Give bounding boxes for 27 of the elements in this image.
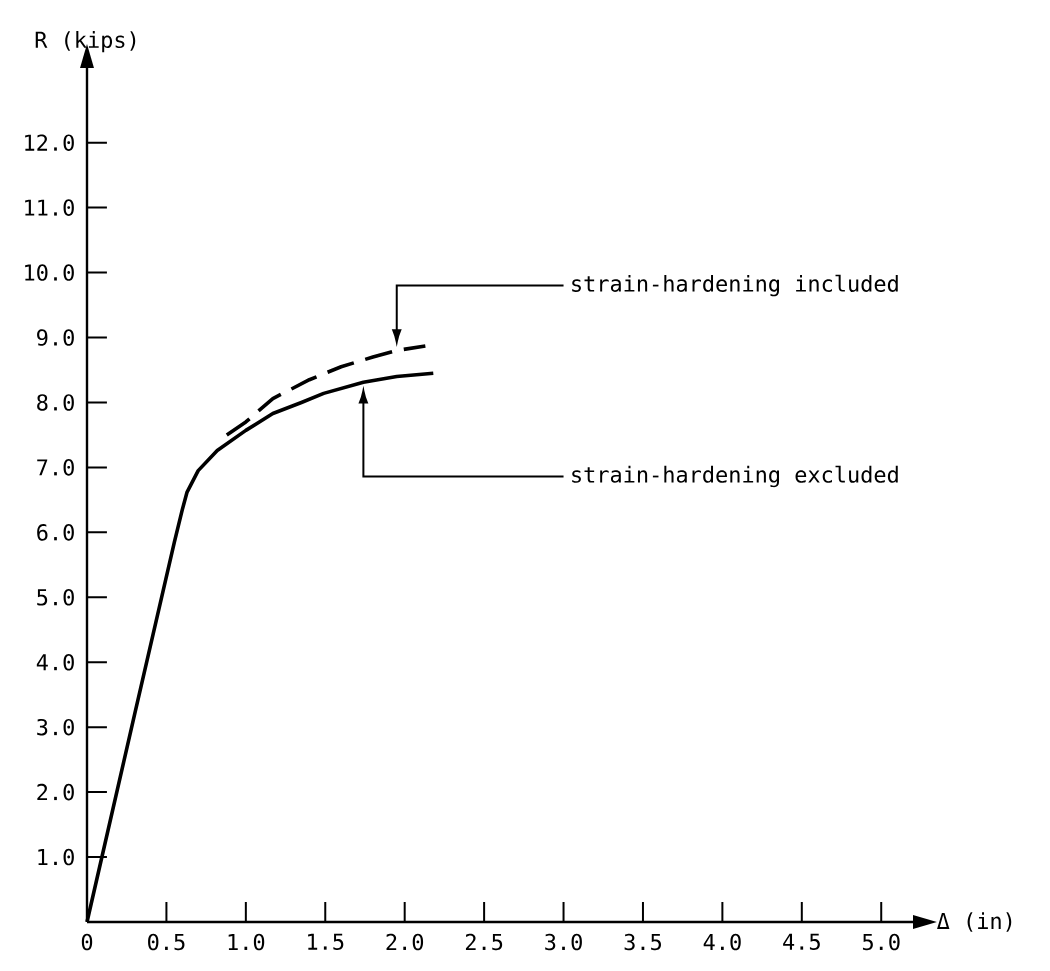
x-tick-label: 2.0 xyxy=(386,933,424,951)
y-tick-label: 2.0 xyxy=(37,783,74,801)
x-tick-label: 3.0 xyxy=(545,933,582,951)
y-axis-title: R (kips) xyxy=(35,31,136,53)
y-tick-label: 5.0 xyxy=(37,589,74,606)
annotation: strain-hardening excluded xyxy=(572,465,898,488)
x-tick-label: 5.0 xyxy=(862,933,900,951)
x-axis-title: Δ (in) xyxy=(937,912,1012,932)
y-tick-label: 3.0 xyxy=(37,718,74,736)
y-tick-label: 4.0 xyxy=(36,653,74,671)
annotation: strain-hardening included xyxy=(572,274,898,297)
x-tick-label: 1.0 xyxy=(228,933,265,951)
x-tick-label: 0 xyxy=(81,933,93,951)
x-tick-label: 1.5 xyxy=(308,933,344,950)
x-tick-label: 4.0 xyxy=(703,933,741,951)
y-tick-label: 10.0 xyxy=(25,264,74,281)
x-tick-label: 3.5 xyxy=(624,933,661,951)
x-tick-label: 2.5 xyxy=(465,933,503,951)
y-tick-label: 9.0 xyxy=(37,329,74,346)
y-tick-label: 11.0 xyxy=(25,199,74,216)
y-tick-label: 7.0 xyxy=(37,459,74,476)
y-tick-label: 1.0 xyxy=(38,848,74,866)
x-tick-label: 4.5 xyxy=(783,933,820,950)
y-tick-label: 8.0 xyxy=(37,394,74,411)
y-tick-label: 6.0 xyxy=(37,524,74,541)
x-tick-label: 0.5 xyxy=(148,933,185,951)
y-tick-label: 12.0 xyxy=(25,134,74,151)
